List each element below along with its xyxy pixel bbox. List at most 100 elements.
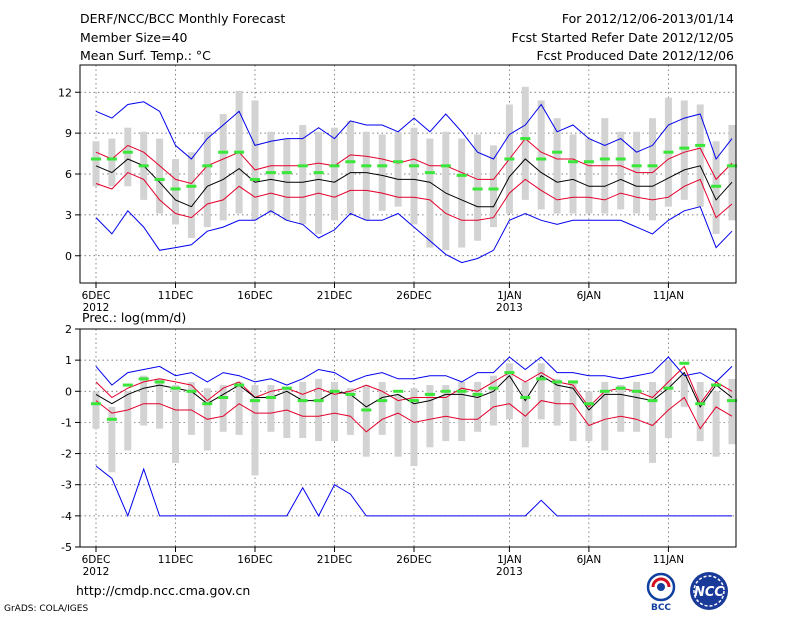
median-mark — [615, 386, 626, 390]
median-mark — [313, 171, 324, 175]
spread-bar — [283, 388, 291, 438]
x-tick-label: 11JAN — [653, 554, 684, 566]
spread-bar — [537, 100, 545, 210]
median-mark — [170, 187, 181, 191]
y-tick-label: 6 — [65, 168, 72, 181]
median-mark — [536, 157, 547, 161]
median-mark — [552, 150, 563, 154]
median-mark — [329, 164, 340, 168]
x-tick-year: 2012 — [83, 302, 110, 314]
spread-bar — [219, 385, 227, 432]
x-tick-label: 6JAN — [577, 554, 602, 566]
median-mark — [265, 171, 276, 175]
median-mark — [186, 389, 197, 393]
median-mark — [695, 143, 706, 147]
x-tick-label: 6JAN — [577, 290, 602, 302]
source-url: http://cmdp.ncc.cma.gov.cn — [76, 583, 251, 598]
median-mark — [361, 408, 372, 412]
spread-bar — [267, 385, 275, 432]
mean-line — [95, 158, 733, 208]
median-mark — [472, 187, 483, 191]
median-mark — [536, 377, 547, 381]
spread-bar — [649, 118, 656, 221]
median-mark — [91, 402, 101, 406]
spread-bar — [521, 86, 529, 200]
median-mark — [202, 402, 213, 406]
plot-frame — [79, 328, 737, 548]
x-tick-year: 2013 — [496, 566, 523, 578]
spread-bar — [315, 131, 323, 234]
median-mark — [329, 389, 340, 393]
spread-bar — [537, 363, 545, 420]
median-mark — [91, 157, 101, 161]
median-mark — [711, 184, 722, 188]
spread-bar — [569, 381, 577, 442]
y-tick-label: 0 — [65, 250, 72, 263]
spread-bar — [664, 360, 672, 438]
median-mark — [520, 396, 531, 400]
median-mark — [281, 386, 292, 390]
spread-bar — [505, 363, 513, 420]
spread-bar — [362, 131, 370, 221]
spread-bar — [458, 138, 466, 248]
x-tick-label: 16DEC — [237, 290, 272, 302]
median-mark — [599, 157, 610, 161]
median-mark — [488, 187, 499, 191]
fcst-produced-date: Fcst Produced Date 2012/12/06 — [536, 48, 734, 63]
max-line — [95, 356, 733, 386]
median-mark — [218, 396, 229, 400]
x-tick-label: 11DEC — [158, 554, 193, 566]
median-mark — [409, 164, 419, 168]
median-mark — [504, 371, 515, 375]
median-mark — [297, 399, 308, 403]
spread-bar — [331, 381, 338, 442]
bcc-logo-text: BCC — [651, 603, 671, 612]
spread-bar — [331, 127, 338, 221]
spread-bar — [696, 104, 704, 207]
median-mark — [583, 402, 594, 406]
panel-title: Prec.: log(mm/d) — [82, 310, 186, 325]
spread-bar — [442, 385, 450, 442]
median-mark — [679, 361, 690, 365]
median-mark — [552, 380, 563, 384]
median-mark — [361, 164, 372, 168]
spread-bar — [219, 114, 227, 221]
median-mark — [281, 171, 292, 175]
max-line — [95, 101, 733, 161]
x-tick-label: 21DEC — [317, 554, 352, 566]
spread-bar — [633, 381, 641, 432]
median-mark — [583, 160, 594, 164]
median-mark — [202, 164, 213, 168]
median-mark — [186, 184, 197, 188]
mean-line — [95, 371, 733, 411]
y-tick-label: -3 — [61, 479, 72, 492]
ncc-logo-text: NCC — [694, 585, 724, 600]
median-mark — [456, 173, 467, 177]
y-tick-label: -5 — [61, 541, 72, 554]
min-line — [95, 206, 733, 264]
x-tick-label: 1JAN — [497, 290, 522, 302]
minus-std-line — [95, 396, 733, 433]
median-mark — [727, 399, 737, 403]
median-mark — [695, 402, 706, 406]
median-mark — [599, 389, 610, 393]
spread-bar — [187, 381, 195, 435]
median-mark — [345, 392, 356, 396]
spread-bar — [585, 138, 593, 214]
x-tick-label: 6DEC — [82, 554, 111, 566]
median-mark — [647, 399, 658, 403]
spread-bar — [251, 100, 259, 221]
spread-bar — [601, 381, 609, 451]
spread-bar — [299, 381, 307, 438]
x-tick-year: 2013 — [496, 302, 523, 314]
median-mark — [234, 150, 245, 154]
median-mark — [377, 164, 388, 168]
spread-bar — [442, 131, 450, 251]
spread-bar — [553, 378, 561, 426]
y-tick-label: 9 — [65, 127, 72, 140]
spread-bar — [394, 131, 402, 207]
spread-bar — [426, 138, 434, 248]
spread-bar — [617, 385, 625, 432]
